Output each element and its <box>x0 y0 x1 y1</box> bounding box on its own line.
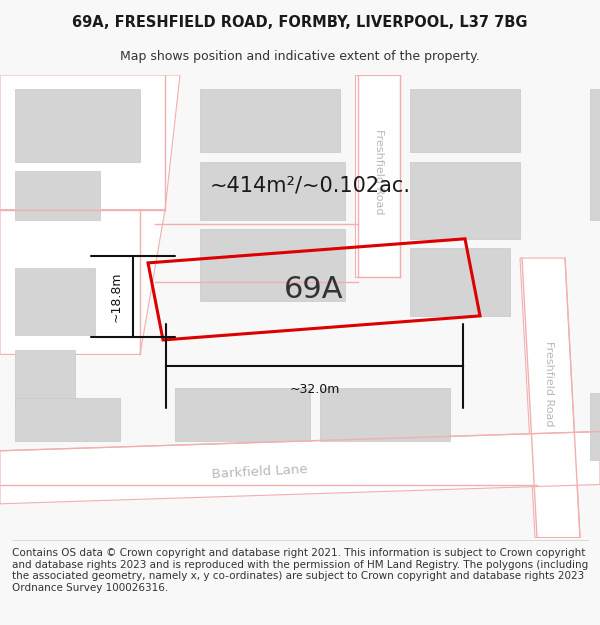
Polygon shape <box>200 162 345 219</box>
Polygon shape <box>15 349 75 403</box>
Polygon shape <box>590 393 600 461</box>
Text: Freshfield Road: Freshfield Road <box>544 341 554 426</box>
Polygon shape <box>15 89 140 162</box>
Polygon shape <box>15 171 100 219</box>
Text: ~414m²/~0.102ac.: ~414m²/~0.102ac. <box>209 176 410 196</box>
Polygon shape <box>410 89 520 152</box>
Polygon shape <box>200 229 345 301</box>
Polygon shape <box>175 388 310 441</box>
Polygon shape <box>410 162 520 239</box>
Polygon shape <box>520 258 580 538</box>
Text: Barkfield Lane: Barkfield Lane <box>212 463 308 481</box>
Text: ~18.8m: ~18.8m <box>110 271 123 322</box>
Polygon shape <box>590 89 600 219</box>
Polygon shape <box>0 210 165 354</box>
Polygon shape <box>0 431 600 504</box>
Polygon shape <box>320 388 450 441</box>
Text: Freshfield Road: Freshfield Road <box>374 129 384 214</box>
Text: Contains OS data © Crown copyright and database right 2021. This information is : Contains OS data © Crown copyright and d… <box>12 548 588 592</box>
Text: 69A, FRESHFIELD ROAD, FORMBY, LIVERPOOL, L37 7BG: 69A, FRESHFIELD ROAD, FORMBY, LIVERPOOL,… <box>72 15 528 30</box>
Polygon shape <box>410 248 510 316</box>
Polygon shape <box>15 398 120 441</box>
Text: ~32.0m: ~32.0m <box>289 383 340 396</box>
Polygon shape <box>355 75 400 278</box>
Text: 69A: 69A <box>284 275 344 304</box>
Text: Map shows position and indicative extent of the property.: Map shows position and indicative extent… <box>120 50 480 62</box>
Polygon shape <box>15 268 95 335</box>
Polygon shape <box>200 89 340 152</box>
Polygon shape <box>0 75 180 210</box>
